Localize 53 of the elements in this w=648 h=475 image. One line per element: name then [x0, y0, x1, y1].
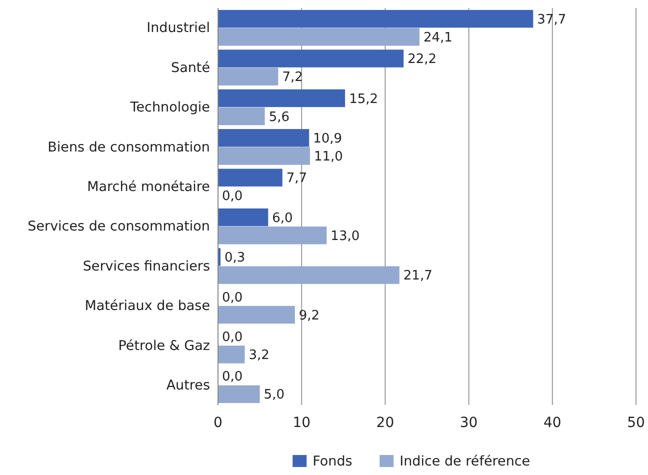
- bar: [218, 129, 310, 147]
- bar: [218, 107, 265, 126]
- bar: [218, 89, 346, 108]
- data-label: 13,0: [330, 228, 360, 244]
- x-tick-label: 50: [627, 414, 645, 431]
- data-label: 0,0: [222, 189, 243, 204]
- legend-label: Fonds: [312, 454, 352, 470]
- bar: [218, 28, 420, 46]
- legend-label: Indice de référence: [400, 454, 530, 470]
- data-label: 10,9: [313, 131, 342, 146]
- bar: [218, 346, 245, 364]
- data-label: 0,3: [224, 250, 246, 266]
- x-tick-label: 0: [214, 414, 222, 431]
- x-tick-label: 20: [376, 414, 394, 431]
- y-tick-label: Technologie: [129, 100, 210, 116]
- y-tick-label: Matériaux de base: [84, 298, 210, 314]
- bar: [218, 208, 268, 226]
- data-label: 7,2: [282, 70, 303, 86]
- y-tick-label: Autres: [166, 377, 210, 394]
- y-tick-label: Pétrole & Gaz: [118, 338, 210, 354]
- data-label: 24,1: [423, 30, 452, 46]
- data-label: 6,0: [272, 210, 293, 226]
- bar: [218, 168, 282, 186]
- data-label: 15,2: [349, 92, 378, 107]
- x-tick-label: 10: [292, 414, 311, 431]
- bar: [218, 147, 310, 165]
- data-label: 21,7: [403, 268, 432, 284]
- y-tick-label: Services financiers: [82, 258, 210, 274]
- data-label: 0,0: [222, 290, 243, 306]
- data-label: 0,0: [222, 330, 243, 345]
- bar: [218, 226, 327, 244]
- y-tick-label: Biens de consommation: [48, 139, 210, 156]
- data-label: 3,2: [248, 348, 270, 364]
- y-tick-label: Industriel: [146, 20, 210, 36]
- data-label: 5,6: [268, 110, 290, 125]
- bar: [218, 266, 400, 284]
- data-label: 37,7: [537, 12, 566, 28]
- y-tick-label: Services de consommation: [28, 218, 210, 235]
- bar: [218, 50, 404, 68]
- bar: [218, 10, 534, 28]
- data-label: 5,0: [264, 388, 284, 403]
- bar: [218, 306, 295, 324]
- data-label: 22,2: [408, 52, 437, 68]
- bar: [218, 68, 278, 86]
- data-label: 0,0: [222, 370, 243, 385]
- bar: [218, 385, 260, 404]
- data-label: 7,7: [286, 171, 308, 186]
- x-tick-label: 30: [460, 414, 478, 431]
- x-tick-label: 40: [543, 414, 562, 431]
- data-label: 11,0: [314, 150, 343, 165]
- y-tick-label: Santé: [171, 60, 210, 76]
- data-label: 9,2: [298, 308, 320, 324]
- y-tick-label: Marché monétaire: [87, 178, 210, 195]
